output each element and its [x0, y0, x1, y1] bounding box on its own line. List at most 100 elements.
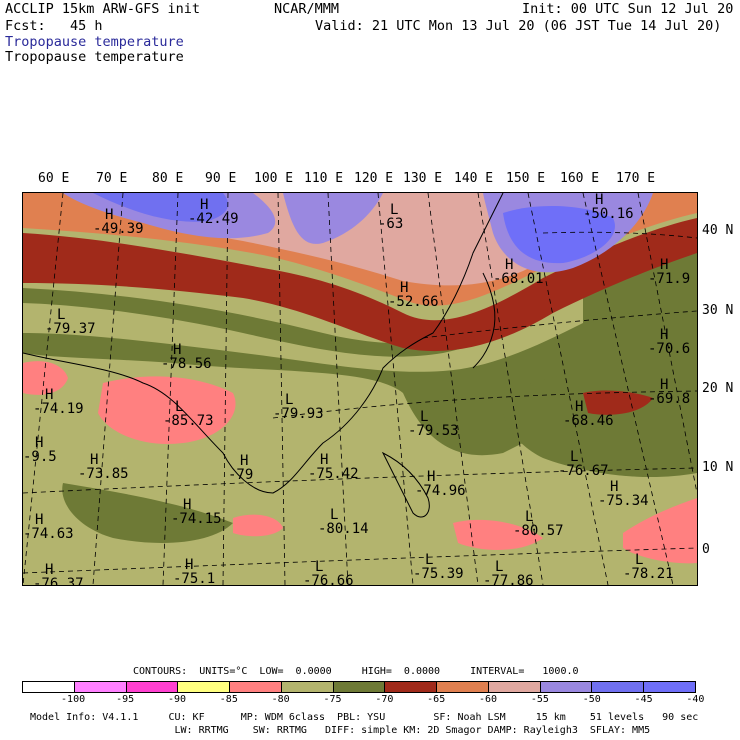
marker-value: -75.34 [598, 493, 649, 509]
coastline-philippines [381, 451, 430, 518]
marker-value: -79.93 [273, 406, 324, 422]
marker-value: -75.1 [173, 571, 215, 585]
marker-value: -50.16 [583, 206, 634, 222]
colorbar-swatch [592, 682, 645, 692]
marker-value: -80.57 [513, 523, 564, 539]
colorbar-tick-label: -50 [582, 694, 601, 705]
lon-label: 70 E [96, 171, 128, 186]
marker-value: -79 [228, 467, 253, 483]
blue-core-east [503, 206, 615, 264]
salmon-patch [233, 514, 283, 537]
field-title-blue: Tropopause temperature [5, 34, 184, 50]
colorbar-swatch [281, 682, 334, 692]
high-marker: H [240, 453, 248, 469]
field-title-black: Tropopause temperature [5, 49, 184, 65]
colorbar-swatch [437, 682, 489, 692]
high-marker: H [320, 452, 328, 468]
coastline [23, 193, 504, 494]
salmon-patch [453, 519, 543, 550]
map-panel: H -49.39 H -42.49 L -63 H -50.16 H -68.01 H -71.9 H -… [22, 192, 698, 586]
colorbar-tick-label: -75 [323, 694, 342, 705]
marker-value: -73.85 [78, 466, 129, 482]
marker-value: -76.67 [558, 463, 609, 479]
low-marker: L [57, 307, 65, 323]
high-marker: H [660, 327, 668, 343]
lon-label: 150 E [506, 171, 546, 186]
marker-value: -79.53 [408, 423, 459, 439]
pressure-markers: H-49.39H-42.49L-63H-50.16H-68.01H-71.9H-… [23, 193, 690, 585]
high-marker: H [660, 257, 668, 273]
colorbar-swatch [644, 682, 695, 692]
low-marker: L [285, 392, 293, 408]
east-red-patch [583, 390, 653, 415]
sw-olive-patch [62, 483, 233, 543]
marker-value: -74.96 [415, 483, 466, 499]
lon-label: 140 E [454, 171, 494, 186]
colorbar-swatch [178, 682, 231, 692]
high-marker: H [45, 387, 53, 403]
high-marker: H [400, 280, 408, 296]
colorbar-tick-label: -45 [634, 694, 653, 705]
high-marker: H [35, 512, 43, 528]
colorbar-tick-label: -55 [530, 694, 549, 705]
lat-label: 40 N [702, 223, 734, 238]
high-marker: H [35, 435, 43, 451]
lon-label: 60 E [38, 171, 70, 186]
lon-label: 90 E [205, 171, 237, 186]
grid-meridians [23, 193, 697, 585]
lon-label: 170 E [616, 171, 656, 186]
forecast-hour: Fcst: 45 h [5, 18, 103, 34]
colorbar-tick-label: -70 [375, 694, 394, 705]
lon-label: 110 E [304, 171, 344, 186]
model-info-line2: LW: RRTMG SW: RRTMG DIFF: simple KM: 2D … [30, 725, 651, 736]
marker-value: -49.39 [93, 221, 144, 237]
salmon-patch [98, 376, 236, 444]
high-marker: H [595, 193, 603, 208]
olive-patch [23, 293, 583, 372]
high-marker: H [173, 342, 181, 358]
marker-value: -85.73 [163, 413, 214, 429]
colorbar-swatch [385, 682, 438, 692]
low-marker: L [175, 399, 183, 415]
lon-label: 80 E [152, 171, 184, 186]
colorbar-tick-label: -95 [116, 694, 135, 705]
low-marker: L [390, 202, 398, 218]
high-marker: H [610, 479, 618, 495]
lon-label: 100 E [254, 171, 294, 186]
low-marker: L [635, 552, 643, 568]
colorbar-tick-label: -100 [61, 694, 86, 705]
marker-value: -71.9 [648, 271, 690, 287]
colorbar-swatch [333, 682, 386, 692]
marker-value: -77.86 [483, 573, 534, 585]
colorbar-tick-label: -65 [427, 694, 446, 705]
marker-value: -76.66 [303, 573, 354, 585]
high-marker: H [427, 469, 435, 485]
colorbar-swatch [23, 682, 75, 692]
marker-value: -68.46 [563, 413, 614, 429]
marker-value: -75.42 [308, 466, 359, 482]
lon-label: 130 E [403, 171, 443, 186]
colorbar-tick-label: -40 [686, 694, 705, 705]
marker-value: -70.6 [648, 341, 690, 357]
lon-label: 120 E [354, 171, 394, 186]
model-info-line1: Model Info: V4.1.1 CU: KF MP: WDM 6class… [30, 712, 699, 723]
high-marker: H [105, 207, 113, 223]
high-marker: H [183, 497, 191, 513]
low-marker: L [425, 552, 433, 568]
marker-value: -74.15 [171, 511, 222, 527]
low-marker: L [420, 409, 428, 425]
colorbar-tick-label: -80 [271, 694, 290, 705]
marker-value: -9.5 [23, 449, 57, 465]
colorbar-tick-label: -85 [219, 694, 238, 705]
init-time: Init: 00 UTC Sun 12 Jul 20 [522, 1, 734, 17]
marker-value: -42.49 [188, 211, 239, 227]
marker-value: -78.56 [161, 356, 212, 372]
lat-label: 10 N [702, 460, 734, 475]
marker-value: -76.37 [33, 576, 84, 585]
marker-value: -79.37 [45, 321, 96, 337]
lat-label: 30 N [702, 303, 734, 318]
salmon-patch [23, 361, 68, 395]
colorbar-tick-label: -60 [479, 694, 498, 705]
lat-label: 0 [702, 542, 710, 557]
marker-value: -78.21 [623, 566, 674, 582]
